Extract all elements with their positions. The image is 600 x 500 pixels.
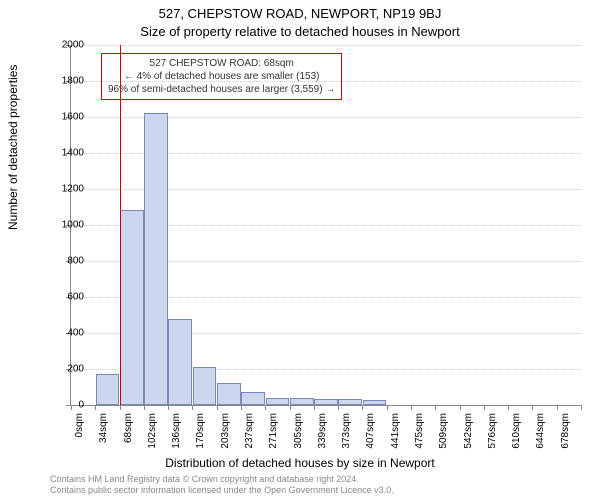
chart-container: 527, CHEPSTOW ROAD, NEWPORT, NP19 9BJ Si… bbox=[0, 0, 600, 500]
x-tick-label: 509sqm bbox=[438, 413, 449, 457]
x-tick-label: 34sqm bbox=[98, 413, 109, 457]
x-tick-label: 373sqm bbox=[341, 413, 352, 457]
x-tick-label: 339sqm bbox=[317, 413, 328, 457]
title-sub: Size of property relative to detached ho… bbox=[0, 24, 600, 39]
x-tick bbox=[484, 405, 485, 410]
x-tick-label: 203sqm bbox=[220, 413, 231, 457]
x-tick-label: 305sqm bbox=[293, 413, 304, 457]
x-tick-label: 610sqm bbox=[511, 413, 522, 457]
x-tick bbox=[362, 405, 363, 410]
x-tick bbox=[241, 405, 242, 410]
footer: Contains HM Land Registry data © Crown c… bbox=[50, 474, 394, 496]
y-tick-label: 0 bbox=[44, 400, 84, 411]
x-tick bbox=[192, 405, 193, 410]
x-tick-label: 576sqm bbox=[487, 413, 498, 457]
x-tick-label: 475sqm bbox=[414, 413, 425, 457]
x-tick-label: 237sqm bbox=[244, 413, 255, 457]
x-tick-label: 136sqm bbox=[171, 413, 182, 457]
histogram-bar bbox=[241, 392, 265, 405]
x-tick bbox=[508, 405, 509, 410]
y-tick-label: 1800 bbox=[44, 76, 84, 87]
x-tick-label: 102sqm bbox=[147, 413, 158, 457]
y-tick-label: 1000 bbox=[44, 220, 84, 231]
histogram-bar bbox=[363, 400, 387, 405]
plot-area: 527 CHEPSTOW ROAD: 68sqm ← 4% of detache… bbox=[70, 45, 581, 406]
grid-line bbox=[71, 81, 581, 82]
annotation-line3: 96% of semi-detached houses are larger (… bbox=[108, 83, 335, 96]
y-tick-label: 200 bbox=[44, 364, 84, 375]
x-tick-label: 644sqm bbox=[535, 413, 546, 457]
x-tick bbox=[387, 405, 388, 410]
histogram-bar bbox=[266, 398, 290, 405]
y-tick-label: 1400 bbox=[44, 148, 84, 159]
y-tick-label: 2000 bbox=[44, 40, 84, 51]
x-tick-label: 407sqm bbox=[365, 413, 376, 457]
histogram-bar bbox=[314, 399, 338, 405]
y-axis-label: Number of detached properties bbox=[6, 65, 20, 230]
histogram-bar bbox=[290, 398, 314, 405]
x-tick bbox=[460, 405, 461, 410]
x-tick-label: 441sqm bbox=[390, 413, 401, 457]
title-main: 527, CHEPSTOW ROAD, NEWPORT, NP19 9BJ bbox=[0, 6, 600, 21]
x-tick bbox=[532, 405, 533, 410]
histogram-bar bbox=[96, 374, 120, 405]
x-tick bbox=[217, 405, 218, 410]
y-tick-label: 800 bbox=[44, 256, 84, 267]
x-axis-label: Distribution of detached houses by size … bbox=[0, 456, 600, 470]
grid-line bbox=[71, 45, 581, 46]
y-tick-label: 400 bbox=[44, 328, 84, 339]
x-tick bbox=[290, 405, 291, 410]
annotation-box: 527 CHEPSTOW ROAD: 68sqm ← 4% of detache… bbox=[101, 53, 342, 100]
footer-line2: Contains public sector information licen… bbox=[50, 485, 394, 496]
histogram-bar bbox=[120, 210, 144, 405]
histogram-bar bbox=[168, 319, 192, 405]
x-tick bbox=[338, 405, 339, 410]
annotation-line1: 527 CHEPSTOW ROAD: 68sqm bbox=[108, 57, 335, 70]
x-tick bbox=[95, 405, 96, 410]
x-tick bbox=[314, 405, 315, 410]
histogram-bar bbox=[193, 367, 217, 405]
x-tick bbox=[557, 405, 558, 410]
x-tick bbox=[435, 405, 436, 410]
x-tick-label: 542sqm bbox=[463, 413, 474, 457]
x-tick bbox=[144, 405, 145, 410]
x-tick-label: 170sqm bbox=[195, 413, 206, 457]
footer-line1: Contains HM Land Registry data © Crown c… bbox=[50, 474, 394, 485]
x-tick bbox=[411, 405, 412, 410]
x-tick-label: 271sqm bbox=[268, 413, 279, 457]
property-marker-line bbox=[120, 45, 121, 405]
y-tick-label: 1600 bbox=[44, 112, 84, 123]
histogram-bar bbox=[144, 113, 168, 405]
histogram-bar bbox=[217, 383, 241, 405]
x-tick bbox=[265, 405, 266, 410]
y-tick-label: 1200 bbox=[44, 184, 84, 195]
x-tick bbox=[581, 405, 582, 410]
x-tick bbox=[168, 405, 169, 410]
x-tick bbox=[120, 405, 121, 410]
histogram-bar bbox=[338, 399, 362, 405]
x-tick-label: 678sqm bbox=[560, 413, 571, 457]
x-tick-label: 0sqm bbox=[74, 413, 85, 457]
x-tick-label: 68sqm bbox=[123, 413, 134, 457]
y-tick-label: 600 bbox=[44, 292, 84, 303]
